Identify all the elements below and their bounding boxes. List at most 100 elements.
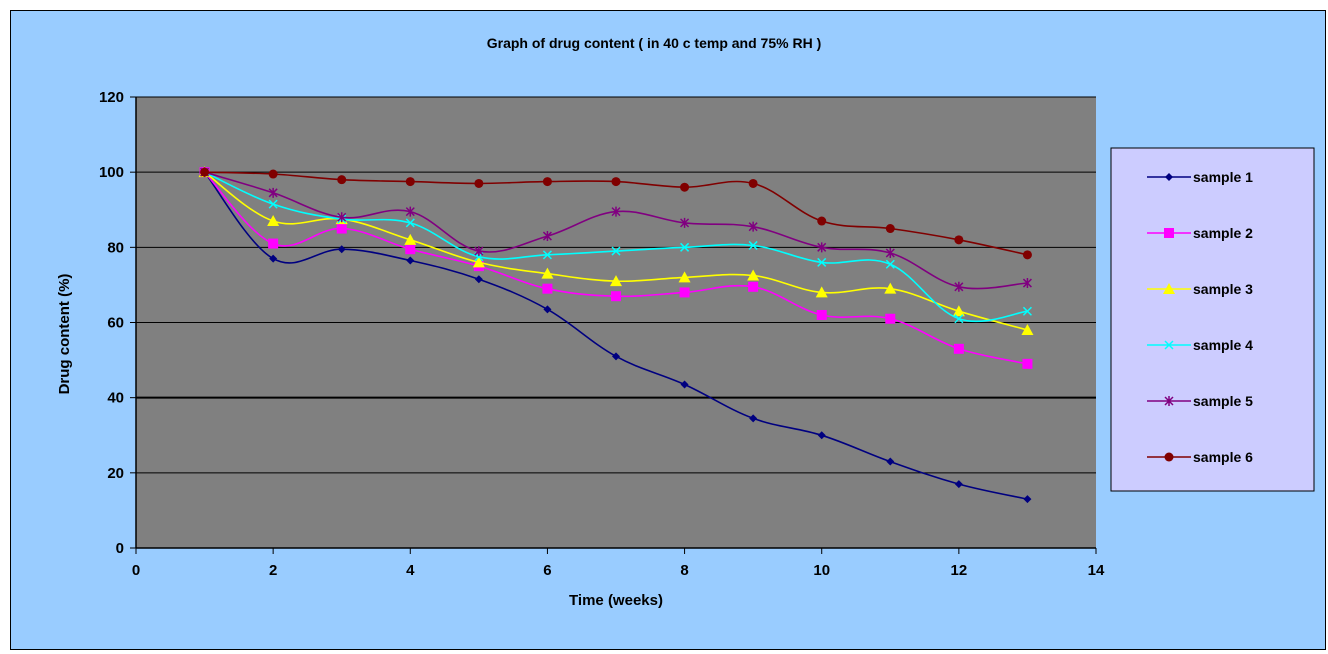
data-point-sample-6 [268,169,278,179]
data-point-sample-2 [953,343,964,354]
data-point-sample-3 [541,267,554,279]
data-point-sample-4 [954,314,964,324]
data-point-sample-1 [543,305,552,314]
data-point-sample-5 [405,206,415,217]
data-point-sample-3 [884,282,897,294]
data-point-sample-6 [748,178,758,188]
data-point-sample-2 [542,283,553,294]
legend: sample 1 sample 2 sample 3 sample 4 sample 5… [1110,147,1315,492]
legend-marker-sample-4 [1164,340,1174,350]
legend-marker-sample-6 [1164,452,1174,462]
data-point-sample-4 [405,218,415,228]
data-point-sample-1 [612,352,620,361]
data-point-sample-1 [406,256,415,265]
data-point-sample-2 [679,287,690,298]
data-point-sample-3 [404,233,417,245]
data-point-sample-2 [885,313,896,324]
data-point-sample-1 [749,414,758,423]
data-point-sample-4 [611,246,621,256]
data-point-sample-1 [337,245,346,254]
data-point-sample-5 [1022,278,1032,289]
data-point-sample-6 [817,216,827,226]
data-point-sample-1 [886,457,895,466]
data-point-sample-3 [952,305,965,317]
data-point-sample-6 [1022,250,1032,260]
data-point-sample-1 [1023,495,1032,504]
data-point-sample-6 [542,177,552,187]
legend-box [1110,147,1315,492]
data-point-sample-5 [337,212,347,223]
y-tick-label: 20 [107,465,124,482]
y-tick-label: 100 [99,164,124,181]
data-point-sample-2 [268,238,279,249]
data-point-sample-1 [954,480,963,489]
x-tick-label: 14 [1088,562,1105,579]
y-tick-label: 0 [116,540,124,557]
data-point-sample-2 [816,309,827,320]
x-tick-label: 4 [406,562,415,579]
x-axis-title: Time (weeks) [569,592,663,609]
y-axis-title: Drug content (%) [56,274,73,395]
legend-label-sample-2: sample 2 [1193,225,1253,241]
data-point-sample-3 [747,269,760,281]
data-point-sample-3 [678,271,691,283]
data-point-sample-4 [885,259,895,269]
x-tick-label: 0 [132,562,140,579]
data-point-sample-6 [680,182,690,192]
series-sample-6 [200,167,1032,260]
data-point-sample-6 [200,167,210,177]
data-point-sample-4 [542,250,552,260]
data-point-sample-6 [474,178,484,188]
gridlines [136,96,1096,474]
data-point-sample-3 [610,275,622,287]
series-layer [198,166,1034,504]
axes: 0 20 40 60 80 100 120 0 2 4 6 8 10 12 14 [99,89,1105,579]
data-point-sample-5 [611,206,621,217]
legend-label-sample-6: sample 6 [1193,449,1253,465]
x-tick-label: 10 [813,562,830,579]
series-sample-5 [200,167,1032,292]
x-tick-label: 2 [269,562,277,579]
data-point-sample-5 [885,247,895,258]
legend-marker-sample-2 [1164,228,1174,238]
data-point-sample-6 [405,177,415,187]
data-point-sample-5 [474,246,484,257]
data-point-sample-4 [748,240,758,250]
data-point-sample-3 [815,286,828,298]
y-tick-label: 40 [107,390,124,407]
y-tick-label: 60 [107,315,124,332]
x-tick-label: 6 [543,562,551,579]
data-point-sample-5 [748,221,758,232]
data-point-sample-6 [611,177,621,187]
data-point-sample-1 [817,431,826,440]
y-tick-label: 80 [107,239,124,256]
legend-marker-sample-1 [1165,173,1173,181]
data-point-sample-6 [954,235,964,245]
data-point-sample-2 [748,281,759,292]
data-point-sample-2 [405,244,416,255]
data-point-sample-5 [954,281,964,292]
chart-frame: Graph of drug content ( in 40 c temp and… [10,10,1326,650]
data-point-sample-1 [269,254,278,263]
data-point-sample-4 [268,199,278,209]
data-point-sample-3 [1021,324,1034,336]
data-point-sample-5 [542,231,552,242]
data-point-sample-4 [817,257,827,267]
legend-marker-sample-3 [1163,283,1175,294]
y-tick-label: 120 [99,89,124,106]
data-point-sample-1 [680,380,689,389]
x-tick-label: 12 [951,562,968,579]
data-point-sample-5 [268,187,278,198]
legend-label-sample-1: sample 1 [1193,169,1253,185]
legend-label-sample-5: sample 5 [1193,393,1253,409]
line-chart: Graph of drug content ( in 40 c temp and… [56,35,1315,609]
data-point-sample-3 [267,215,280,227]
data-point-sample-2 [1022,358,1033,369]
data-point-sample-6 [337,175,347,185]
legend-label-sample-3: sample 3 [1193,281,1253,297]
data-point-sample-1 [474,275,483,284]
legend-marker-sample-5 [1164,396,1174,406]
legend-label-sample-4: sample 4 [1193,337,1253,353]
data-point-sample-5 [680,217,690,228]
data-point-sample-2 [611,291,621,302]
